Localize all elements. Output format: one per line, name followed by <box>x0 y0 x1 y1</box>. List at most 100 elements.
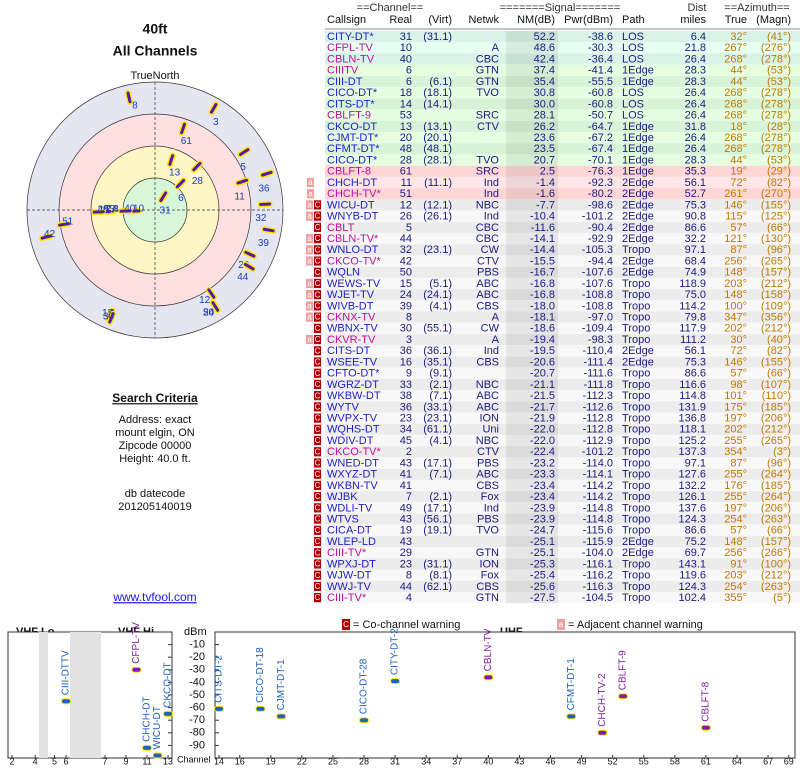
cell: CIII-DT <box>327 76 363 88</box>
cell: 203° <box>724 278 747 290</box>
row-background <box>325 154 800 166</box>
cell: Tropo <box>622 312 650 324</box>
cell: 254° <box>724 581 747 593</box>
cell: -80.2 <box>588 188 613 200</box>
nm-shade <box>506 266 558 278</box>
cell: 72° <box>730 177 747 189</box>
warning-icon <box>314 211 321 221</box>
cell: 254° <box>724 513 747 525</box>
channel-label: 42 <box>44 229 56 240</box>
cell: 1Edge <box>622 121 654 133</box>
cell: 146° <box>724 356 747 368</box>
warning-letter: C <box>315 257 321 266</box>
nm-shade <box>506 31 558 43</box>
cell: CITS-DT <box>327 345 371 357</box>
warning-letter: C <box>315 560 321 569</box>
station <box>132 667 141 672</box>
cell: 26.4 <box>685 132 706 144</box>
cell: -19.4 <box>530 334 555 346</box>
x-tick-label: 34 <box>421 756 431 766</box>
signal <box>180 122 187 135</box>
row-background <box>325 143 800 155</box>
cell: CKCO-TV* <box>327 446 382 458</box>
row-background <box>325 356 800 368</box>
row-background <box>325 42 800 54</box>
row-background <box>325 547 800 559</box>
channel-label: 28 <box>192 176 204 187</box>
cell: 6 <box>406 65 412 77</box>
cell: -112.8 <box>583 424 613 436</box>
cell: WEWS-TV <box>327 278 381 290</box>
cell: 30 <box>400 323 412 335</box>
nm-shade <box>506 547 558 559</box>
cell: -64.7 <box>588 121 613 133</box>
warning-icon <box>314 391 321 401</box>
nm-shade <box>506 401 558 413</box>
north-label: TrueNorth <box>130 70 179 82</box>
cell: (157°) <box>761 536 791 548</box>
cell: 268° <box>724 87 747 99</box>
row-background <box>325 322 800 334</box>
cell: CKVR-TV <box>327 334 376 346</box>
nm-shade <box>506 176 558 189</box>
cell: (5.1) <box>429 278 452 290</box>
cell: 32° <box>730 31 747 43</box>
cell: LOS <box>622 53 644 65</box>
channel-label: 44 <box>237 272 249 283</box>
cell: 33 <box>400 379 412 391</box>
cell: NBC <box>476 199 499 211</box>
cell: WYTV <box>327 401 359 413</box>
cell: 18 <box>400 87 412 99</box>
cell: 2Edge <box>622 356 654 368</box>
warning-letter: C <box>315 470 321 479</box>
nm-shade <box>506 244 558 256</box>
nm-shade <box>506 255 558 267</box>
cell: (66°) <box>767 222 791 234</box>
unit-label: dBm <box>184 626 207 638</box>
cell: 124.3 <box>678 513 706 525</box>
warning-letter: C <box>315 571 321 580</box>
cell: -16.8 <box>530 289 555 301</box>
cell: -112.6 <box>583 401 613 413</box>
nm-shade <box>506 356 558 368</box>
cell: ION <box>479 412 499 424</box>
row-background <box>325 277 800 290</box>
cell: LOS <box>622 42 644 54</box>
cell: 44 <box>400 233 412 245</box>
cell: 2Edge <box>622 267 654 279</box>
cell: (107°) <box>761 379 791 391</box>
cell: 119.6 <box>679 570 706 582</box>
cell: 102.4 <box>678 592 706 604</box>
cell: (20.1) <box>423 132 452 144</box>
cell: (278°) <box>761 132 791 144</box>
x-label: Channel <box>177 754 211 764</box>
cell: 53 <box>400 110 412 122</box>
cell: 35.3 <box>685 166 706 178</box>
warning-letter: a <box>307 234 312 243</box>
gap-band <box>39 632 48 758</box>
warning-letter: C <box>315 380 321 389</box>
cell: ABC <box>476 278 499 290</box>
cell: 57° <box>730 368 747 380</box>
cell: -36.4 <box>588 53 613 65</box>
cell: -112.3 <box>583 390 613 402</box>
cell: (278°) <box>761 87 791 99</box>
link[interactable]: www.tvfool.com <box>112 590 196 604</box>
cell: 131.9 <box>678 401 706 413</box>
cell: 40 <box>400 53 412 65</box>
cell: 74.9 <box>685 267 706 279</box>
row-background <box>325 580 800 592</box>
cell: CTV <box>477 121 500 133</box>
cell: Tropo <box>622 368 650 380</box>
warning-icon <box>314 593 321 603</box>
cell: 87° <box>730 244 747 256</box>
warning-icon <box>314 548 321 558</box>
warning-icon <box>306 301 313 311</box>
cell: -111.8 <box>583 379 613 391</box>
cell: Tropo <box>622 525 650 537</box>
cell: 44 <box>400 581 412 593</box>
station <box>619 694 628 699</box>
cell: -18.0 <box>530 300 555 312</box>
legend-text: = Co-channel warning <box>353 619 460 631</box>
cell: 30° <box>730 334 747 346</box>
